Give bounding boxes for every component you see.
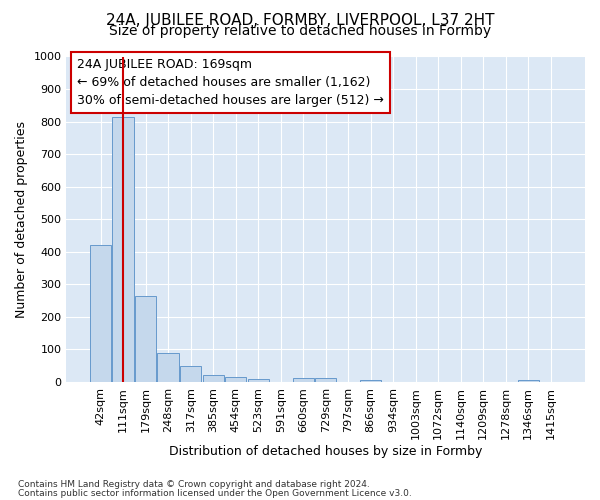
Bar <box>180 366 202 382</box>
Text: 24A JUBILEE ROAD: 169sqm
← 69% of detached houses are smaller (1,162)
30% of sem: 24A JUBILEE ROAD: 169sqm ← 69% of detach… <box>77 58 383 107</box>
Bar <box>248 378 269 382</box>
Bar <box>360 380 382 382</box>
Bar <box>315 378 337 382</box>
Y-axis label: Number of detached properties: Number of detached properties <box>15 120 28 318</box>
Text: Contains public sector information licensed under the Open Government Licence v3: Contains public sector information licen… <box>18 488 412 498</box>
Bar <box>293 378 314 382</box>
Text: Size of property relative to detached houses in Formby: Size of property relative to detached ho… <box>109 24 491 38</box>
Bar <box>518 380 539 382</box>
Bar <box>225 377 247 382</box>
Bar <box>135 296 157 382</box>
Bar <box>90 246 112 382</box>
Bar <box>157 352 179 382</box>
X-axis label: Distribution of detached houses by size in Formby: Distribution of detached houses by size … <box>169 444 482 458</box>
Bar <box>203 376 224 382</box>
Text: 24A, JUBILEE ROAD, FORMBY, LIVERPOOL, L37 2HT: 24A, JUBILEE ROAD, FORMBY, LIVERPOOL, L3… <box>106 12 494 28</box>
Text: Contains HM Land Registry data © Crown copyright and database right 2024.: Contains HM Land Registry data © Crown c… <box>18 480 370 489</box>
Bar <box>112 116 134 382</box>
